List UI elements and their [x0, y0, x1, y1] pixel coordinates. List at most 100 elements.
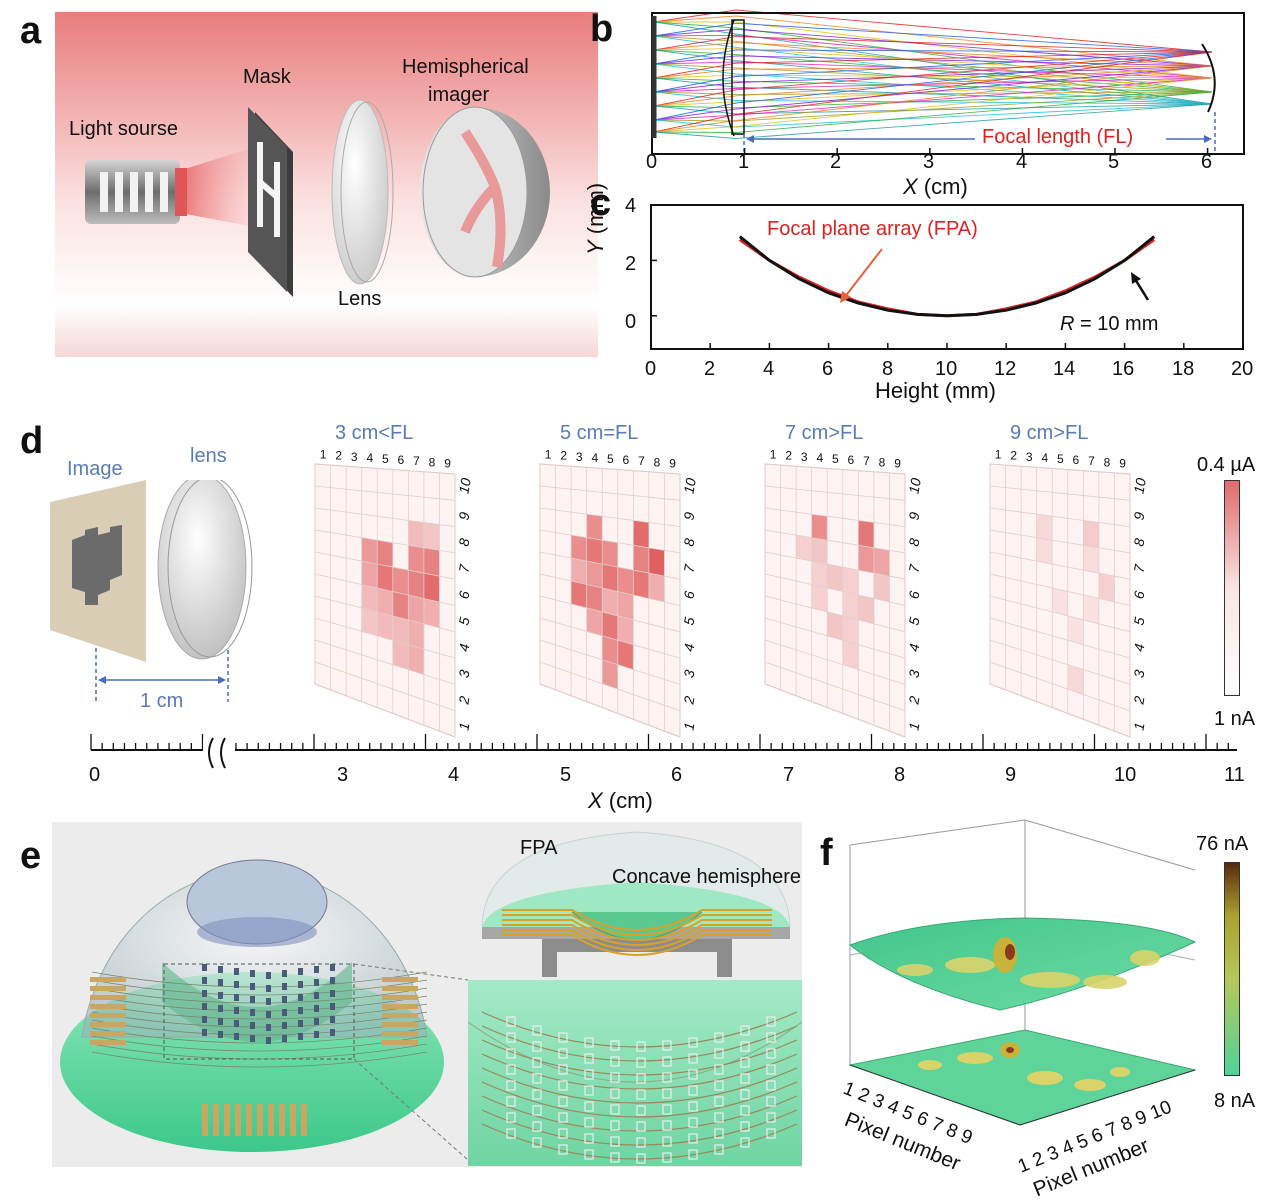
trace	[502, 924, 772, 946]
zoom-pixel	[558, 1112, 568, 1123]
row-number: 6	[455, 589, 472, 600]
row-number: 5	[680, 616, 697, 627]
pixel	[314, 979, 319, 986]
grid-line	[314, 639, 456, 685]
ray	[653, 28, 1213, 67]
row-number: 8	[680, 537, 697, 548]
d-tick: 10	[1114, 764, 1137, 786]
heatmap-cell	[827, 611, 843, 641]
pixel	[250, 983, 255, 990]
pixel	[218, 979, 223, 986]
zoom-pixel	[740, 1073, 750, 1084]
ray	[653, 74, 1213, 79]
pixel	[202, 964, 207, 971]
heatmap-cell	[408, 644, 424, 675]
row-number: 2	[1130, 695, 1147, 707]
hemispherical-imager-icon	[420, 106, 550, 278]
mask-label: Mask	[243, 66, 291, 88]
pixel	[298, 1020, 303, 1027]
imager-label-line1: Hemispherical	[402, 56, 529, 78]
col-number: 9	[1119, 456, 1126, 470]
heatmap-cell	[423, 522, 440, 551]
contact-pad	[90, 977, 126, 982]
pixel	[218, 1018, 223, 1025]
col-number: 2	[335, 449, 342, 463]
zoom-pixel	[714, 1144, 724, 1155]
heatmap-cell	[423, 547, 440, 577]
heatmap-cell	[1083, 595, 1099, 624]
c-xtick: 2	[704, 358, 716, 380]
heatmap-cell	[842, 591, 859, 620]
zoom-pixel	[506, 1032, 516, 1043]
d-tick: 9	[1005, 764, 1017, 786]
contact-pad	[382, 1031, 418, 1036]
heatmap-cell	[1036, 537, 1053, 565]
pixel	[330, 1003, 335, 1010]
r-arrow	[1133, 278, 1150, 301]
row-number: 7	[680, 562, 697, 574]
contact-pad	[382, 1040, 418, 1045]
distance-label: 1 cm	[140, 690, 184, 712]
c-xtick: 14	[1053, 358, 1076, 380]
grid-line	[314, 529, 456, 554]
row-number: 9	[680, 511, 697, 522]
fpa-label: FPA	[520, 837, 558, 859]
zoom-wire	[481, 1081, 798, 1118]
zoom-pixel	[532, 1041, 542, 1052]
row-number: 9	[455, 511, 472, 522]
pixel	[266, 1011, 271, 1018]
grid-line	[539, 683, 681, 738]
heatmap-cell	[392, 591, 409, 620]
zoom-pixel	[506, 1080, 516, 1091]
col-number: 6	[623, 453, 630, 467]
zoom-pixel	[662, 1056, 672, 1067]
zoom-pixel	[532, 1105, 542, 1116]
pixel	[266, 998, 271, 1005]
pixel	[330, 977, 335, 984]
heatmap-cell	[586, 584, 603, 612]
col-number: 4	[1041, 451, 1048, 465]
zoom-pixel	[688, 1117, 698, 1128]
concave-label: Concave hemisphere	[612, 866, 801, 888]
zoom-wire	[481, 1011, 798, 1048]
pixel	[250, 1022, 255, 1029]
grid-line	[764, 661, 906, 712]
heatmap-cell	[633, 520, 649, 548]
zoom-pixel	[532, 1089, 542, 1100]
row-number: 10	[905, 477, 923, 495]
pixel	[218, 1005, 223, 1012]
row-number: 4	[905, 642, 922, 653]
zoom-pixel	[688, 1149, 698, 1160]
ray	[653, 15, 1213, 67]
row-number: 8	[455, 537, 472, 548]
zoom-pixel	[558, 1096, 568, 1107]
ray	[653, 55, 1213, 67]
lower-hotspots	[918, 1042, 1130, 1091]
col-number: 1	[770, 448, 777, 462]
zoom-pixel	[506, 1064, 516, 1075]
pixel	[234, 981, 239, 988]
pixel	[282, 970, 287, 977]
pixel	[282, 1022, 287, 1029]
fl-annotation: Focal length (FL)	[982, 126, 1134, 148]
ray	[653, 91, 1213, 105]
zoom-pixel	[636, 1089, 646, 1100]
zoom-pixel	[688, 1133, 698, 1144]
row-number: 3	[905, 668, 922, 679]
zoom-pixel	[714, 1128, 724, 1139]
panel-label-f: f	[820, 832, 833, 874]
row-number: 2	[680, 695, 697, 707]
contact-pad	[382, 1004, 418, 1009]
col-number: 8	[654, 455, 661, 469]
zoom-pixel	[532, 1073, 542, 1084]
heart-pattern	[72, 525, 122, 605]
lens-label-d: lens	[190, 445, 227, 467]
zoom-pixel	[558, 1080, 568, 1091]
heatmap-cell	[423, 573, 440, 602]
grid-line	[989, 661, 1131, 712]
zoom-pixel	[610, 1136, 620, 1147]
col-number: 5	[382, 452, 389, 466]
grid-line	[989, 507, 1131, 527]
ray	[653, 91, 1213, 109]
heatmap-cell	[858, 545, 874, 574]
